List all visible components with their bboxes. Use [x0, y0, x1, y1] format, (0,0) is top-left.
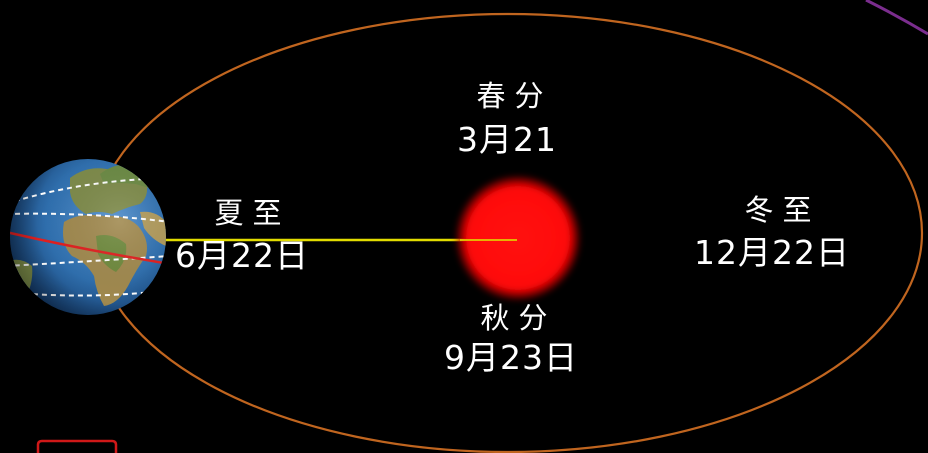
corner-bracket — [36, 439, 118, 453]
sun-icon — [454, 174, 582, 302]
spring-equinox-name: 春分 — [476, 79, 553, 113]
winter-solstice-date: 12月22日 — [694, 233, 850, 272]
autumn-equinox-name: 秋分 — [480, 301, 557, 335]
summer-solstice-name: 夏至 — [214, 196, 291, 230]
autumn-equinox-date: 9月23日 — [444, 338, 578, 377]
summer-solstice-date: 6月22日 — [175, 236, 309, 275]
spring-equinox-date: 3月21 — [457, 120, 557, 159]
corner-arc — [865, 0, 928, 36]
winter-solstice-name: 冬至 — [744, 193, 821, 227]
earth-globe-icon — [10, 159, 166, 315]
